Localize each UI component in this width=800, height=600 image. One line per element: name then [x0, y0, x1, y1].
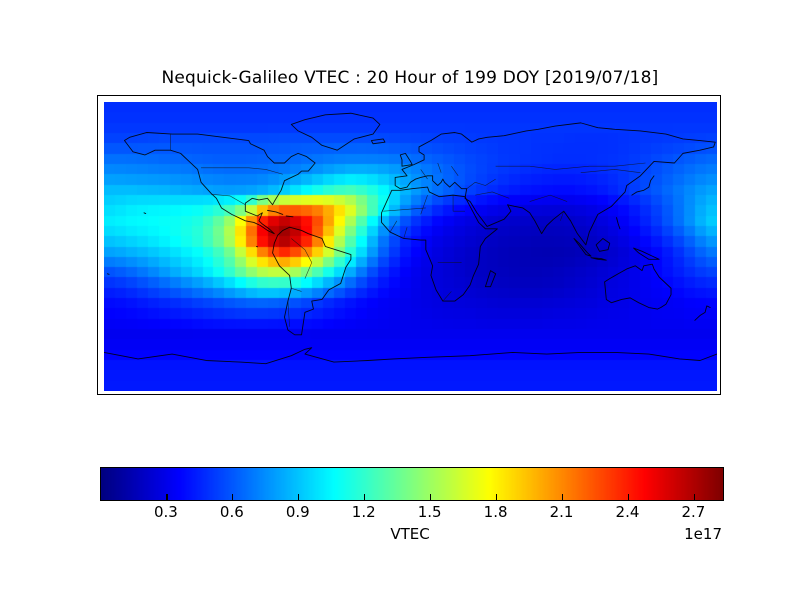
vtec-heatmap-canvas — [104, 102, 717, 391]
colorbar — [100, 467, 724, 501]
colorbar-tick-label: 2.7 — [681, 503, 706, 521]
coastline-madagascar — [485, 271, 495, 287]
coastlines — [104, 113, 717, 363]
colorbar-tick-mark — [166, 494, 168, 500]
coastline-borneo — [596, 238, 610, 251]
map-axes-frame — [97, 95, 721, 395]
coastline-new-zealand — [695, 306, 710, 320]
colorbar-tick-label: 0.3 — [153, 503, 178, 521]
coastline-british-isles — [400, 153, 412, 166]
coastline-antarctica — [104, 348, 717, 364]
coastline-caribbean-islands — [267, 210, 293, 216]
coastline-africa — [382, 187, 498, 301]
colorbar-tick-label: 1.8 — [483, 503, 508, 521]
country-border-lines — [170, 134, 645, 327]
coastline-philippines — [617, 218, 620, 229]
colorbar-offset-label: 1e17 — [684, 525, 722, 543]
colorbar-axis-label: VTEC — [390, 525, 430, 543]
colorbar-tick-mark — [298, 494, 300, 500]
coastline-sumatra — [574, 238, 591, 256]
coastline-north-america — [124, 133, 315, 234]
coastline-pacific-islands — [107, 213, 257, 274]
colorbar-tick-mark — [232, 494, 234, 500]
colorbar-tick-label: 2.4 — [615, 503, 640, 521]
colorbar-tick-mark — [693, 494, 695, 500]
colorbar-tick-mark — [561, 494, 564, 500]
country-borders — [170, 134, 645, 327]
colorbar-tick-mark — [364, 494, 366, 500]
colorbar-tick-label: 0.6 — [219, 503, 244, 521]
colorbar-tick-label: 0.9 — [285, 503, 310, 521]
coastline-japan — [632, 176, 654, 195]
coastline-new-guinea — [634, 248, 660, 259]
coastline-australia — [605, 264, 671, 309]
coastline-java — [591, 258, 606, 260]
colorbar-tick-mark — [496, 494, 498, 500]
colorbar-gradient-canvas — [101, 468, 723, 500]
colorbar-tick-mark — [627, 494, 630, 500]
coastline-greenland — [291, 113, 380, 150]
colorbar-tick-label: 1.5 — [417, 503, 442, 521]
coastline-eurasia — [395, 123, 715, 245]
coastlines-overlay — [104, 102, 717, 391]
colorbar-tick-mark — [430, 494, 432, 500]
colorbar-tick-label: 2.1 — [549, 503, 574, 521]
colorbar-tick-label: 1.2 — [351, 503, 376, 521]
chart-title: Nequick-Galileo VTEC : 20 Hour of 199 DO… — [161, 68, 659, 88]
coastline-iceland — [371, 139, 385, 144]
coastline-south-america — [273, 227, 351, 335]
colorbar-tick-labels: 0.3 0.6 0.9 1.2 1.5 1.8 2.1 2.4 2.7 — [100, 503, 722, 523]
